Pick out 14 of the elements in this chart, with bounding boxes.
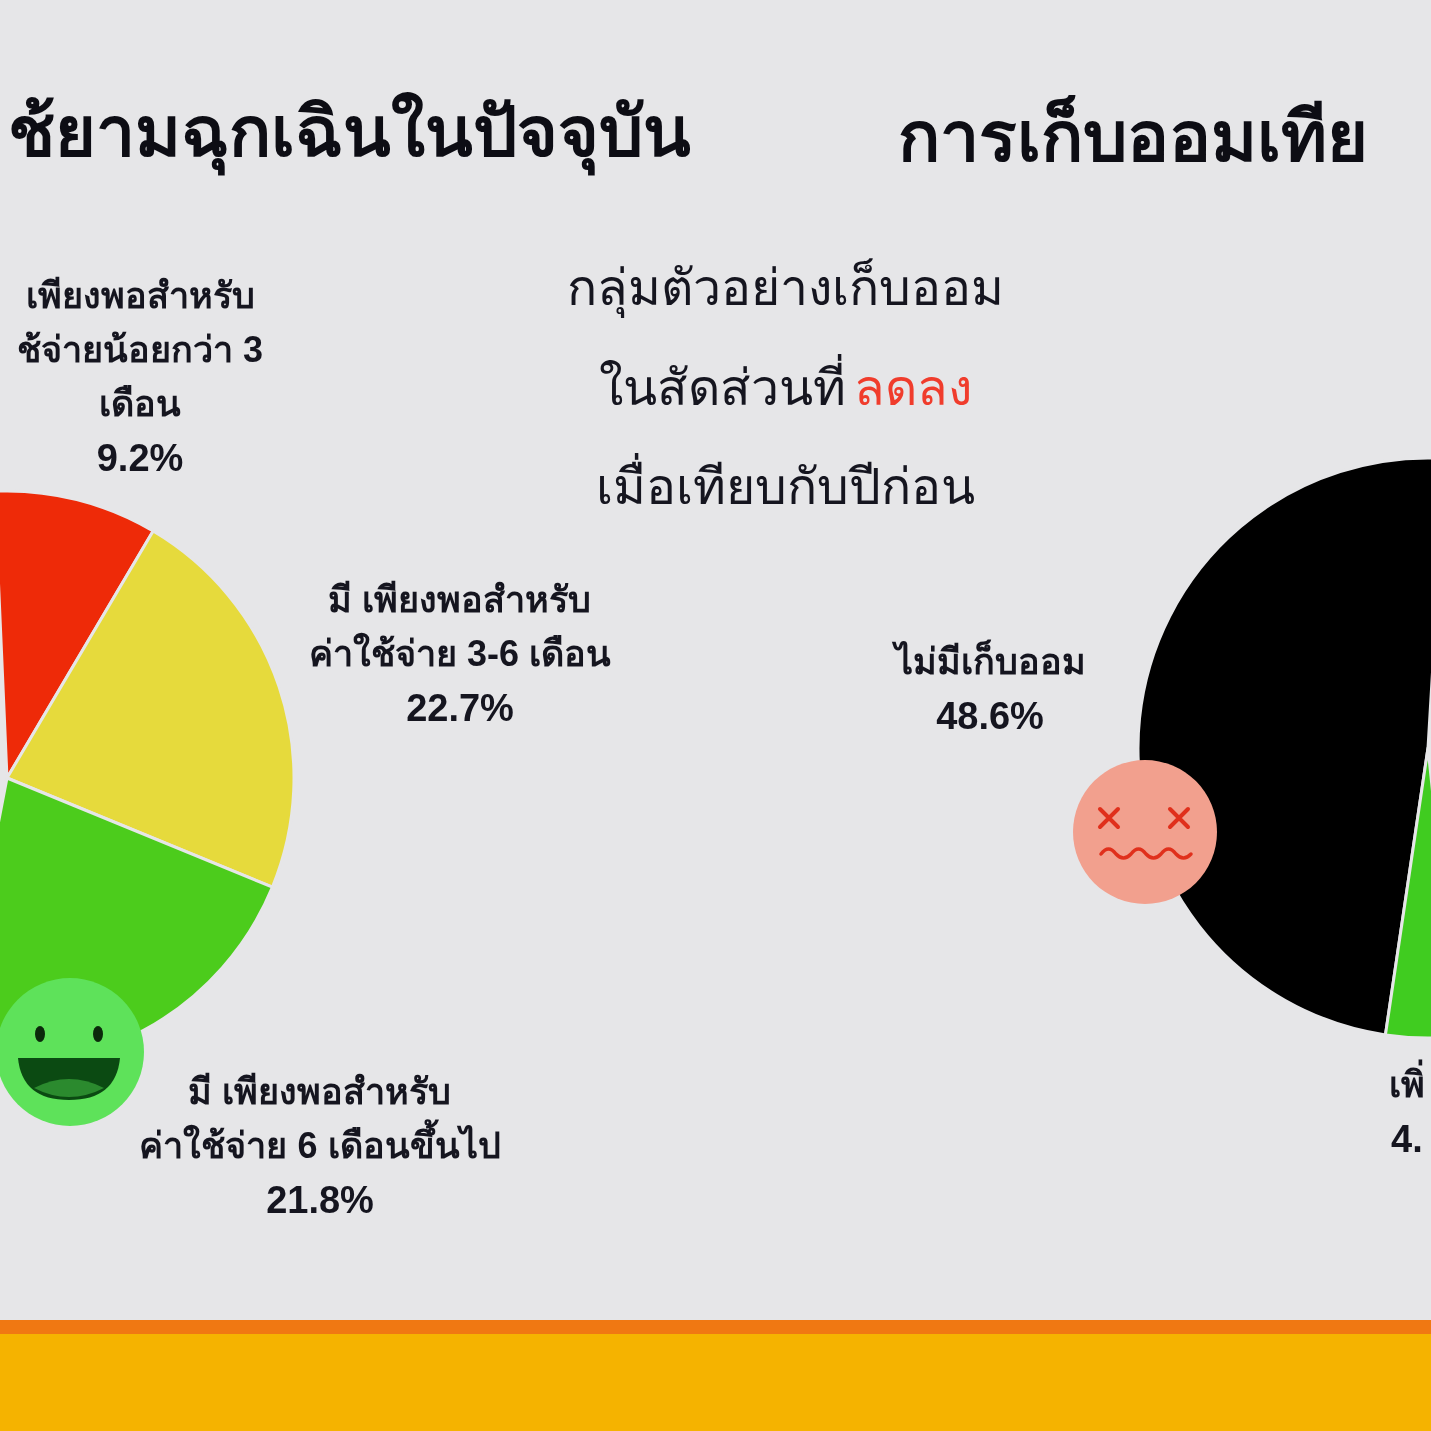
annotation: กลุ่มตัวอย่างเก็บออม	[565, 257, 1005, 320]
annotation: ลดลง	[852, 359, 973, 418]
slice-label: มี เพียงพอสำหรับ ค่าใช้จ่าย 6 เดือนขึ้นไป	[138, 1070, 502, 1168]
title: การเก็บออมเทีย	[894, 72, 1372, 202]
title: ช้ยามฉุกเฉินในปัจจุบัน	[4, 68, 695, 198]
slice-label: เพียงพอสำหรับ ช้จ่ายน้อยกว่า 3 เดือน	[16, 274, 264, 426]
value-label: 9.2%	[95, 436, 185, 481]
value-label: 21.8%	[265, 1178, 375, 1223]
annotation: เมื่อเทียบกับปีก่อน	[591, 438, 979, 536]
slice-label: มี เพียงพอสำหรับ ค่าใช้จ่าย 3-6 เดือน	[307, 578, 612, 676]
annotation: ในสัดส่วนที่	[594, 339, 850, 437]
value-label: 48.6%	[935, 694, 1045, 739]
value-label: 22.7%	[405, 686, 515, 731]
slice-label: ไม่มีเก็บออม	[891, 638, 1087, 684]
